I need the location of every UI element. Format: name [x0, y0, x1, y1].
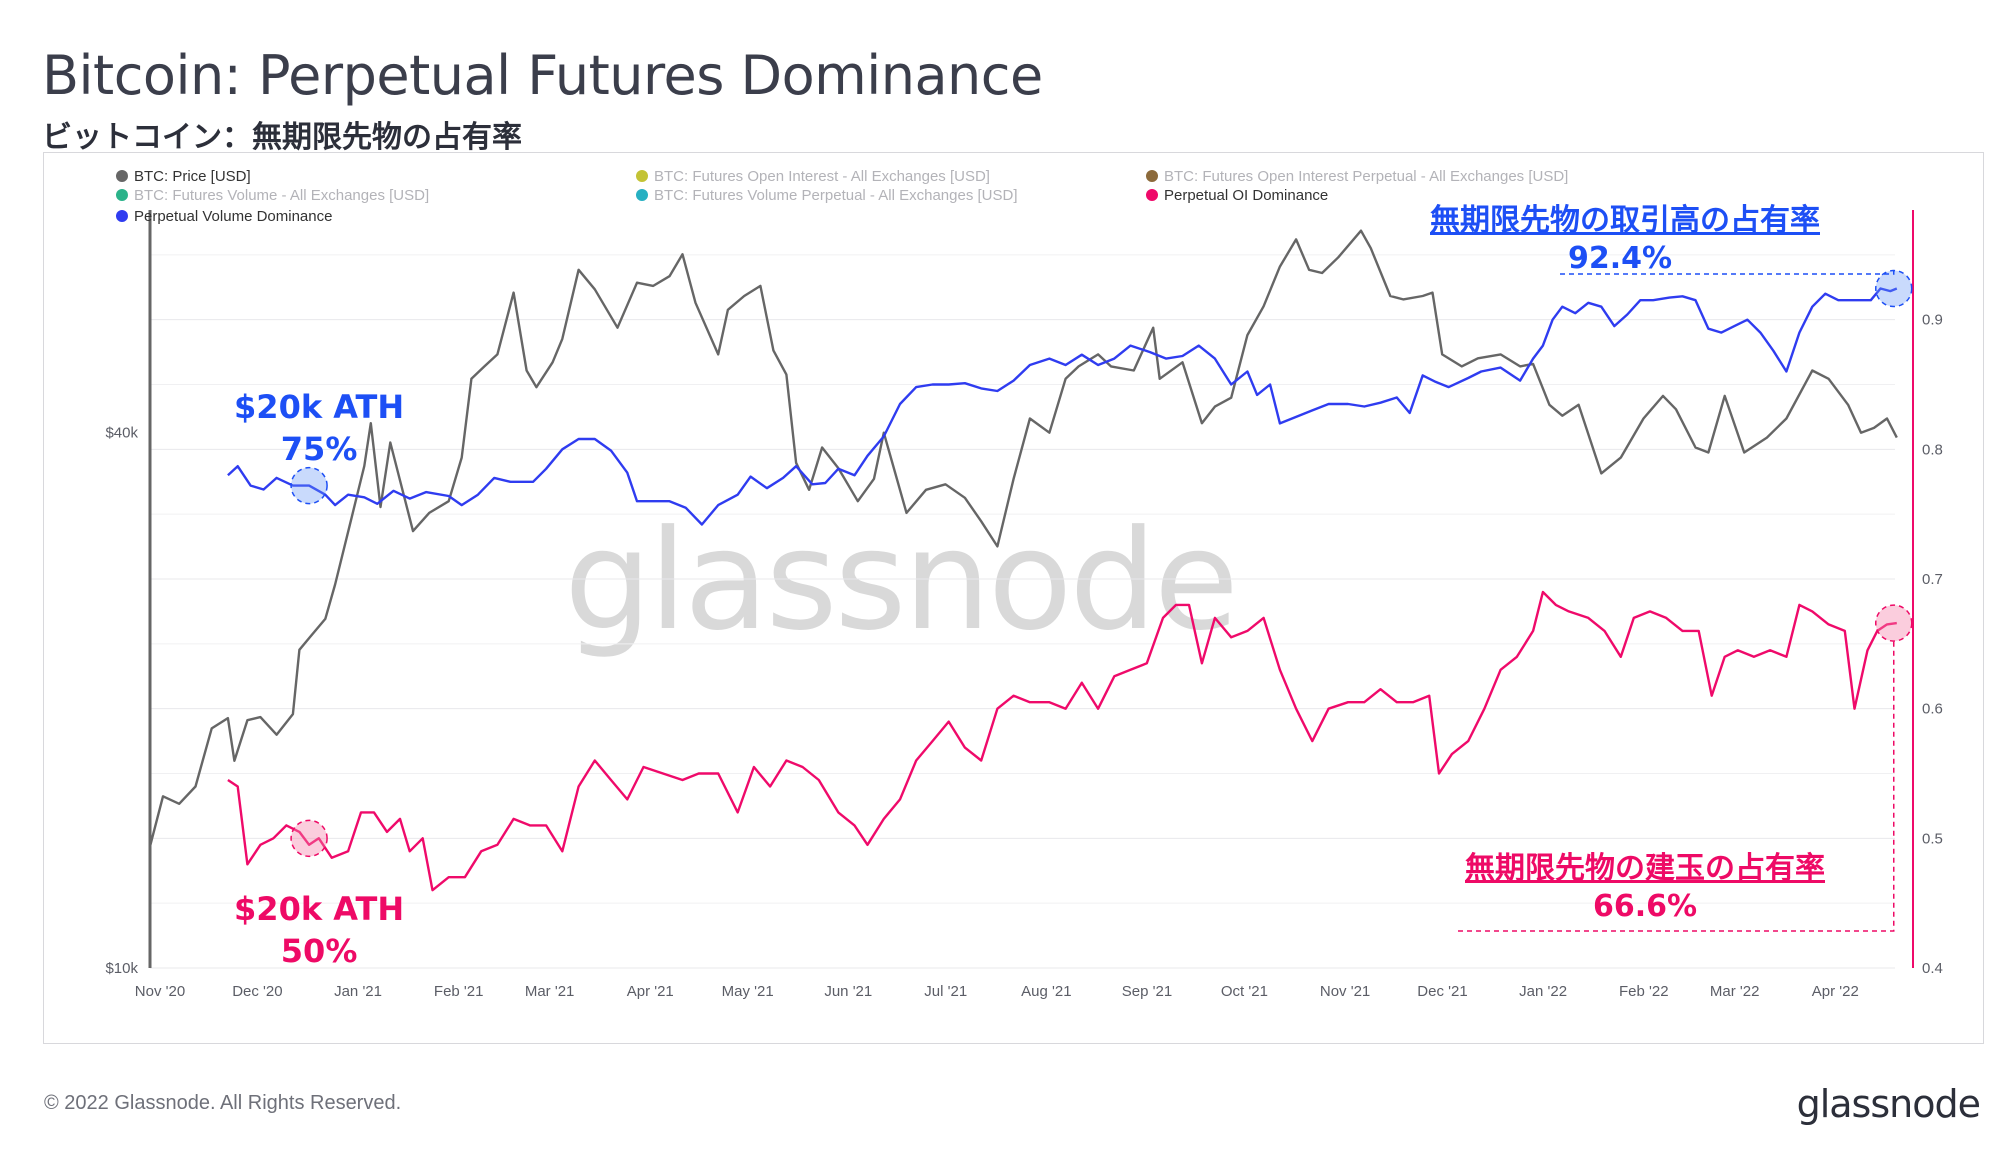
legend-swatch[interactable] [116, 189, 128, 201]
blue-end-marker [1875, 269, 1913, 308]
x-axis-tick: May '21 [722, 983, 774, 1000]
annotations: $20k ATH 75% $20k ATH 50% 無期限先物の取引高の占有率92.4%… [234, 203, 1913, 970]
watermark: glassnode [564, 500, 1236, 661]
blue-ath-marker [290, 466, 328, 505]
x-axis-tick: Jul '21 [924, 983, 967, 1000]
x-axis-tick: Aug '21 [1021, 983, 1071, 1000]
legend-item[interactable]: BTC: Futures Open Interest Perpetual - A… [1164, 168, 1568, 185]
legend-swatch[interactable] [1146, 189, 1158, 201]
blue-end-value: 92.4% [1568, 241, 1672, 276]
left-axis-tick: $10k [105, 960, 138, 977]
legend-swatch[interactable] [636, 189, 648, 201]
pink-end-label: 無期限先物の建玉の占有率 [1465, 851, 1825, 886]
pink-ath-marker [290, 819, 328, 858]
legend-item[interactable]: Perpetual Volume Dominance [134, 208, 332, 225]
legend-swatch[interactable] [636, 170, 648, 182]
legend-item[interactable]: BTC: Futures Volume Perpetual - All Exch… [654, 187, 1018, 204]
footer-logo: glassnode [1796, 1082, 1981, 1126]
right-axis-tick: 0.5 [1922, 830, 1943, 847]
x-axis-tick: Mar '22 [1710, 983, 1760, 1000]
pink-end-marker [1875, 604, 1913, 642]
legend[interactable]: BTC: Price [USD] BTC: Futures Open Intere… [116, 168, 1568, 225]
x-axis-tick: Apr '22 [1812, 983, 1859, 1000]
gridlines [150, 254, 1895, 969]
right-axis-tick: 0.7 [1922, 571, 1943, 588]
pink-end-value: 66.6% [1593, 889, 1697, 924]
x-axis-tick: Jun '21 [824, 983, 872, 1000]
series-line [148, 229, 1898, 847]
left-axis-tick: $40k [105, 425, 138, 442]
blue-end-leader [1560, 270, 1895, 275]
x-axis-tick: Oct '21 [1221, 983, 1268, 1000]
series-line [227, 590, 1897, 892]
series-group [148, 229, 1898, 892]
right-axis-tick: 0.4 [1922, 960, 1943, 977]
legend-item[interactable]: BTC: Futures Volume - All Exchanges [USD… [134, 187, 429, 204]
x-axis-tick: Feb '21 [434, 983, 484, 1000]
right-axis-tick: 0.8 [1922, 441, 1943, 458]
x-axis-tick: Apr '21 [627, 983, 674, 1000]
x-axis-tick: Dec '20 [232, 983, 282, 1000]
legend-swatch[interactable] [1146, 170, 1158, 182]
x-axis-tick: Nov '20 [135, 983, 185, 1000]
legend-swatch[interactable] [116, 170, 128, 182]
pink-ath-value: 50% [281, 932, 358, 970]
series-line [227, 287, 1898, 526]
copyright: © 2022 Glassnode. All Rights Reserved. [44, 1092, 402, 1114]
blue-ath-label: $20k ATH [234, 388, 404, 426]
right-axis-tick: 0.9 [1922, 312, 1943, 329]
x-axis-tick: Sep '21 [1122, 983, 1172, 1000]
pink-ath-label: $20k ATH [234, 890, 404, 928]
x-axis-tick: Jan '22 [1519, 983, 1567, 1000]
legend-item[interactable]: Perpetual OI Dominance [1164, 187, 1328, 204]
pink-end-leader [1458, 641, 1895, 932]
x-axis-tick: Dec '21 [1417, 983, 1467, 1000]
page-title: Bitcoin: Perpetual Futures Dominance [42, 44, 1043, 107]
x-axis-tick: Mar '21 [525, 983, 575, 1000]
legend-item[interactable]: BTC: Price [USD] [134, 168, 251, 185]
blue-end-label: 無期限先物の取引高の占有率 [1430, 203, 1820, 238]
x-axis-tick: Nov '21 [1320, 983, 1370, 1000]
right-axis-tick: 0.6 [1922, 701, 1943, 718]
chart-frame [43, 152, 1984, 1044]
blue-ath-value: 75% [281, 430, 358, 468]
x-axis-tick: Feb '22 [1619, 983, 1669, 1000]
page-subtitle: ビットコイン：無期限先物の占有率 [42, 120, 522, 155]
x-axis-tick: Jan '21 [334, 983, 382, 1000]
legend-swatch[interactable] [116, 210, 128, 222]
legend-item[interactable]: BTC: Futures Open Interest - All Exchang… [654, 168, 990, 185]
